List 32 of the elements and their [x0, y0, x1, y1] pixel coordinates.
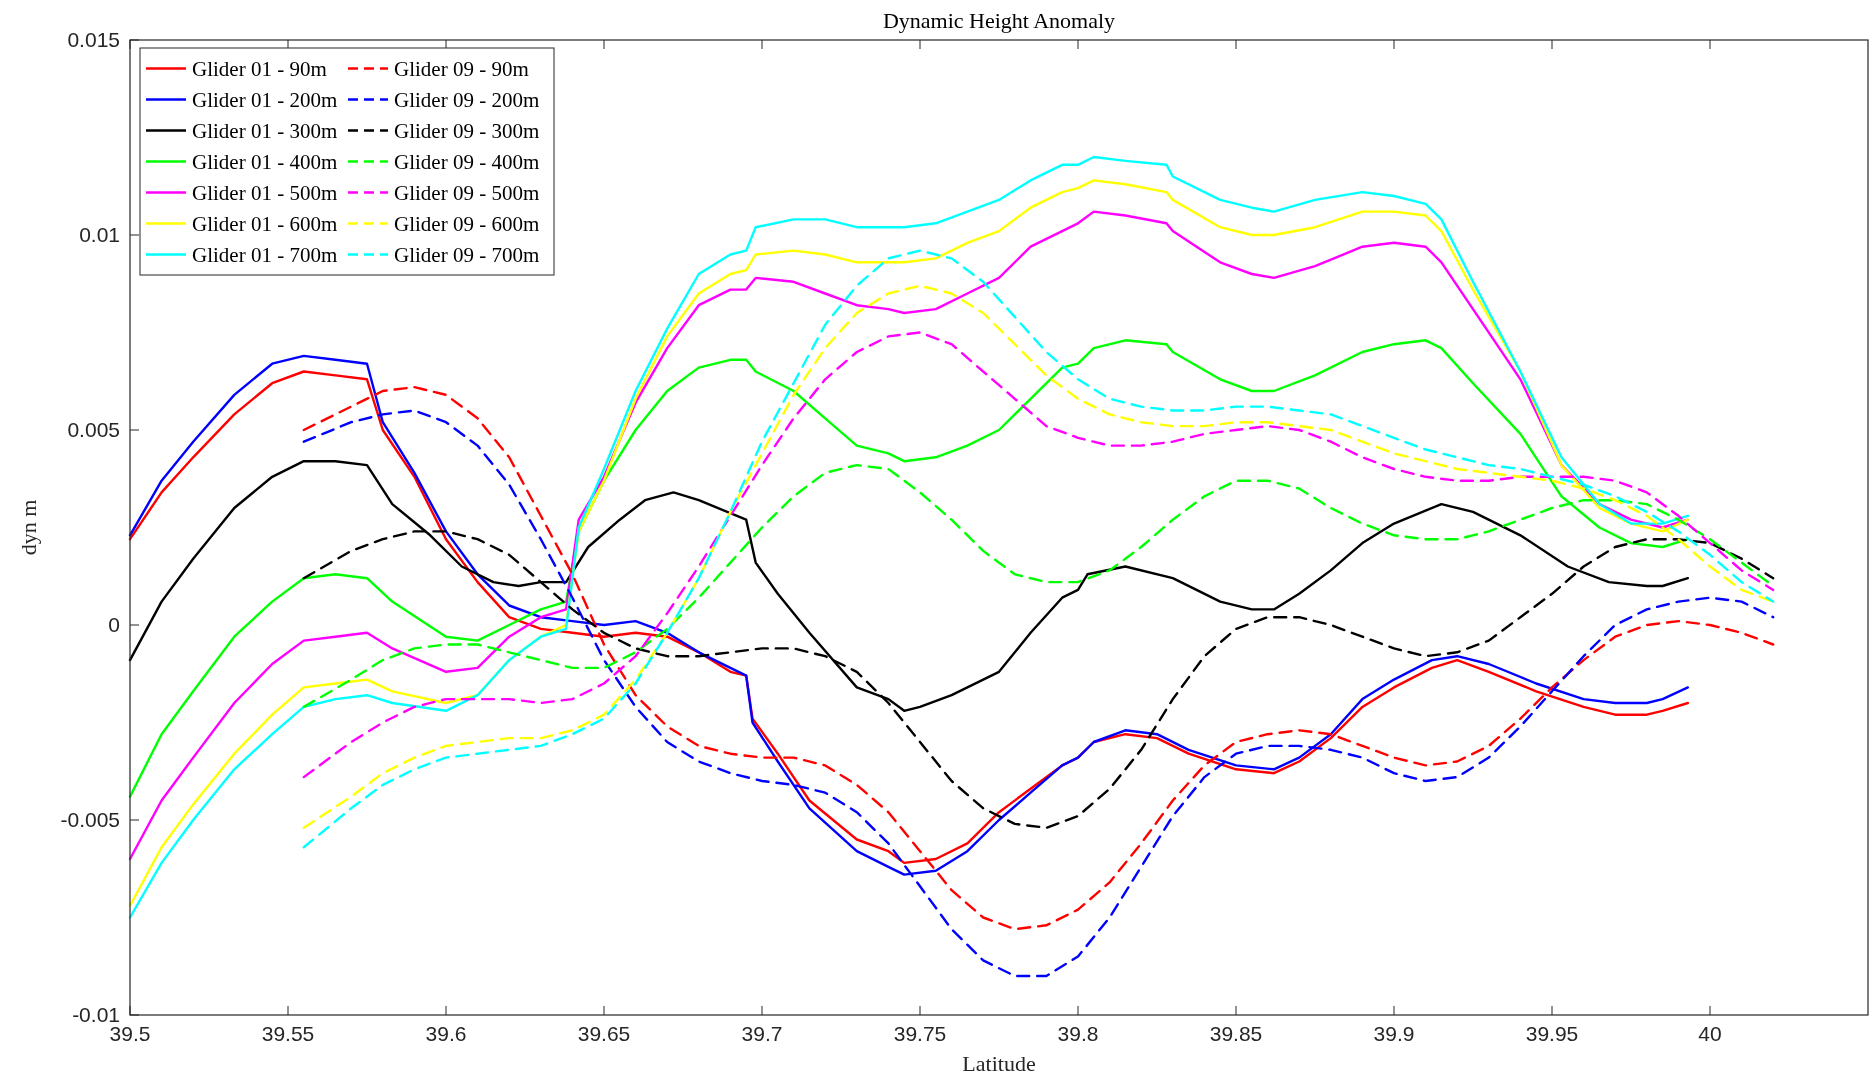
legend-label: Glider 09 - 700m [394, 242, 540, 267]
chart-title: Dynamic Height Anomaly [882, 8, 1116, 33]
x-tick-label: 39.95 [1525, 1022, 1579, 1045]
x-tick-label: 39.75 [893, 1022, 947, 1045]
y-tick-label: 0.015 [67, 28, 120, 51]
x-tick-label: 39.65 [577, 1022, 631, 1045]
legend-label: Glider 09 - 200m [394, 87, 540, 112]
legend-label: Glider 09 - 400m [394, 149, 540, 174]
legend-label: Glider 09 - 500m [394, 180, 540, 205]
legend-label: Glider 01 - 400m [192, 149, 338, 174]
legend-label: Glider 01 - 300m [192, 118, 338, 143]
x-tick-label: 39.8 [1057, 1022, 1099, 1045]
x-tick-label: 39.55 [261, 1022, 315, 1045]
legend-label: Glider 01 - 90m [192, 56, 327, 81]
y-tick-label: -0.005 [60, 808, 120, 831]
legend-label: Glider 01 - 600m [192, 211, 338, 236]
x-axis-title: Latitude [962, 1051, 1036, 1076]
x-tick-label: 39.7 [741, 1022, 783, 1045]
x-tick-label: 40 [1698, 1022, 1722, 1045]
x-tick-label: 39.9 [1373, 1022, 1415, 1045]
legend-label: Glider 01 - 500m [192, 180, 338, 205]
y-tick-label: 0.005 [67, 418, 120, 441]
legend-label: Glider 09 - 90m [394, 56, 529, 81]
legend-label: Glider 01 - 700m [192, 242, 338, 267]
legend-label: Glider 01 - 200m [192, 87, 338, 112]
x-tick-label: 39.85 [1209, 1022, 1263, 1045]
y-tick-label: 0.01 [79, 223, 120, 246]
x-tick-label: 39.6 [425, 1022, 467, 1045]
legend-label: Glider 09 - 600m [394, 211, 540, 236]
y-axis-title: dyn m [16, 499, 41, 556]
y-tick-label: 0 [108, 613, 120, 636]
legend-label: Glider 09 - 300m [394, 118, 540, 143]
